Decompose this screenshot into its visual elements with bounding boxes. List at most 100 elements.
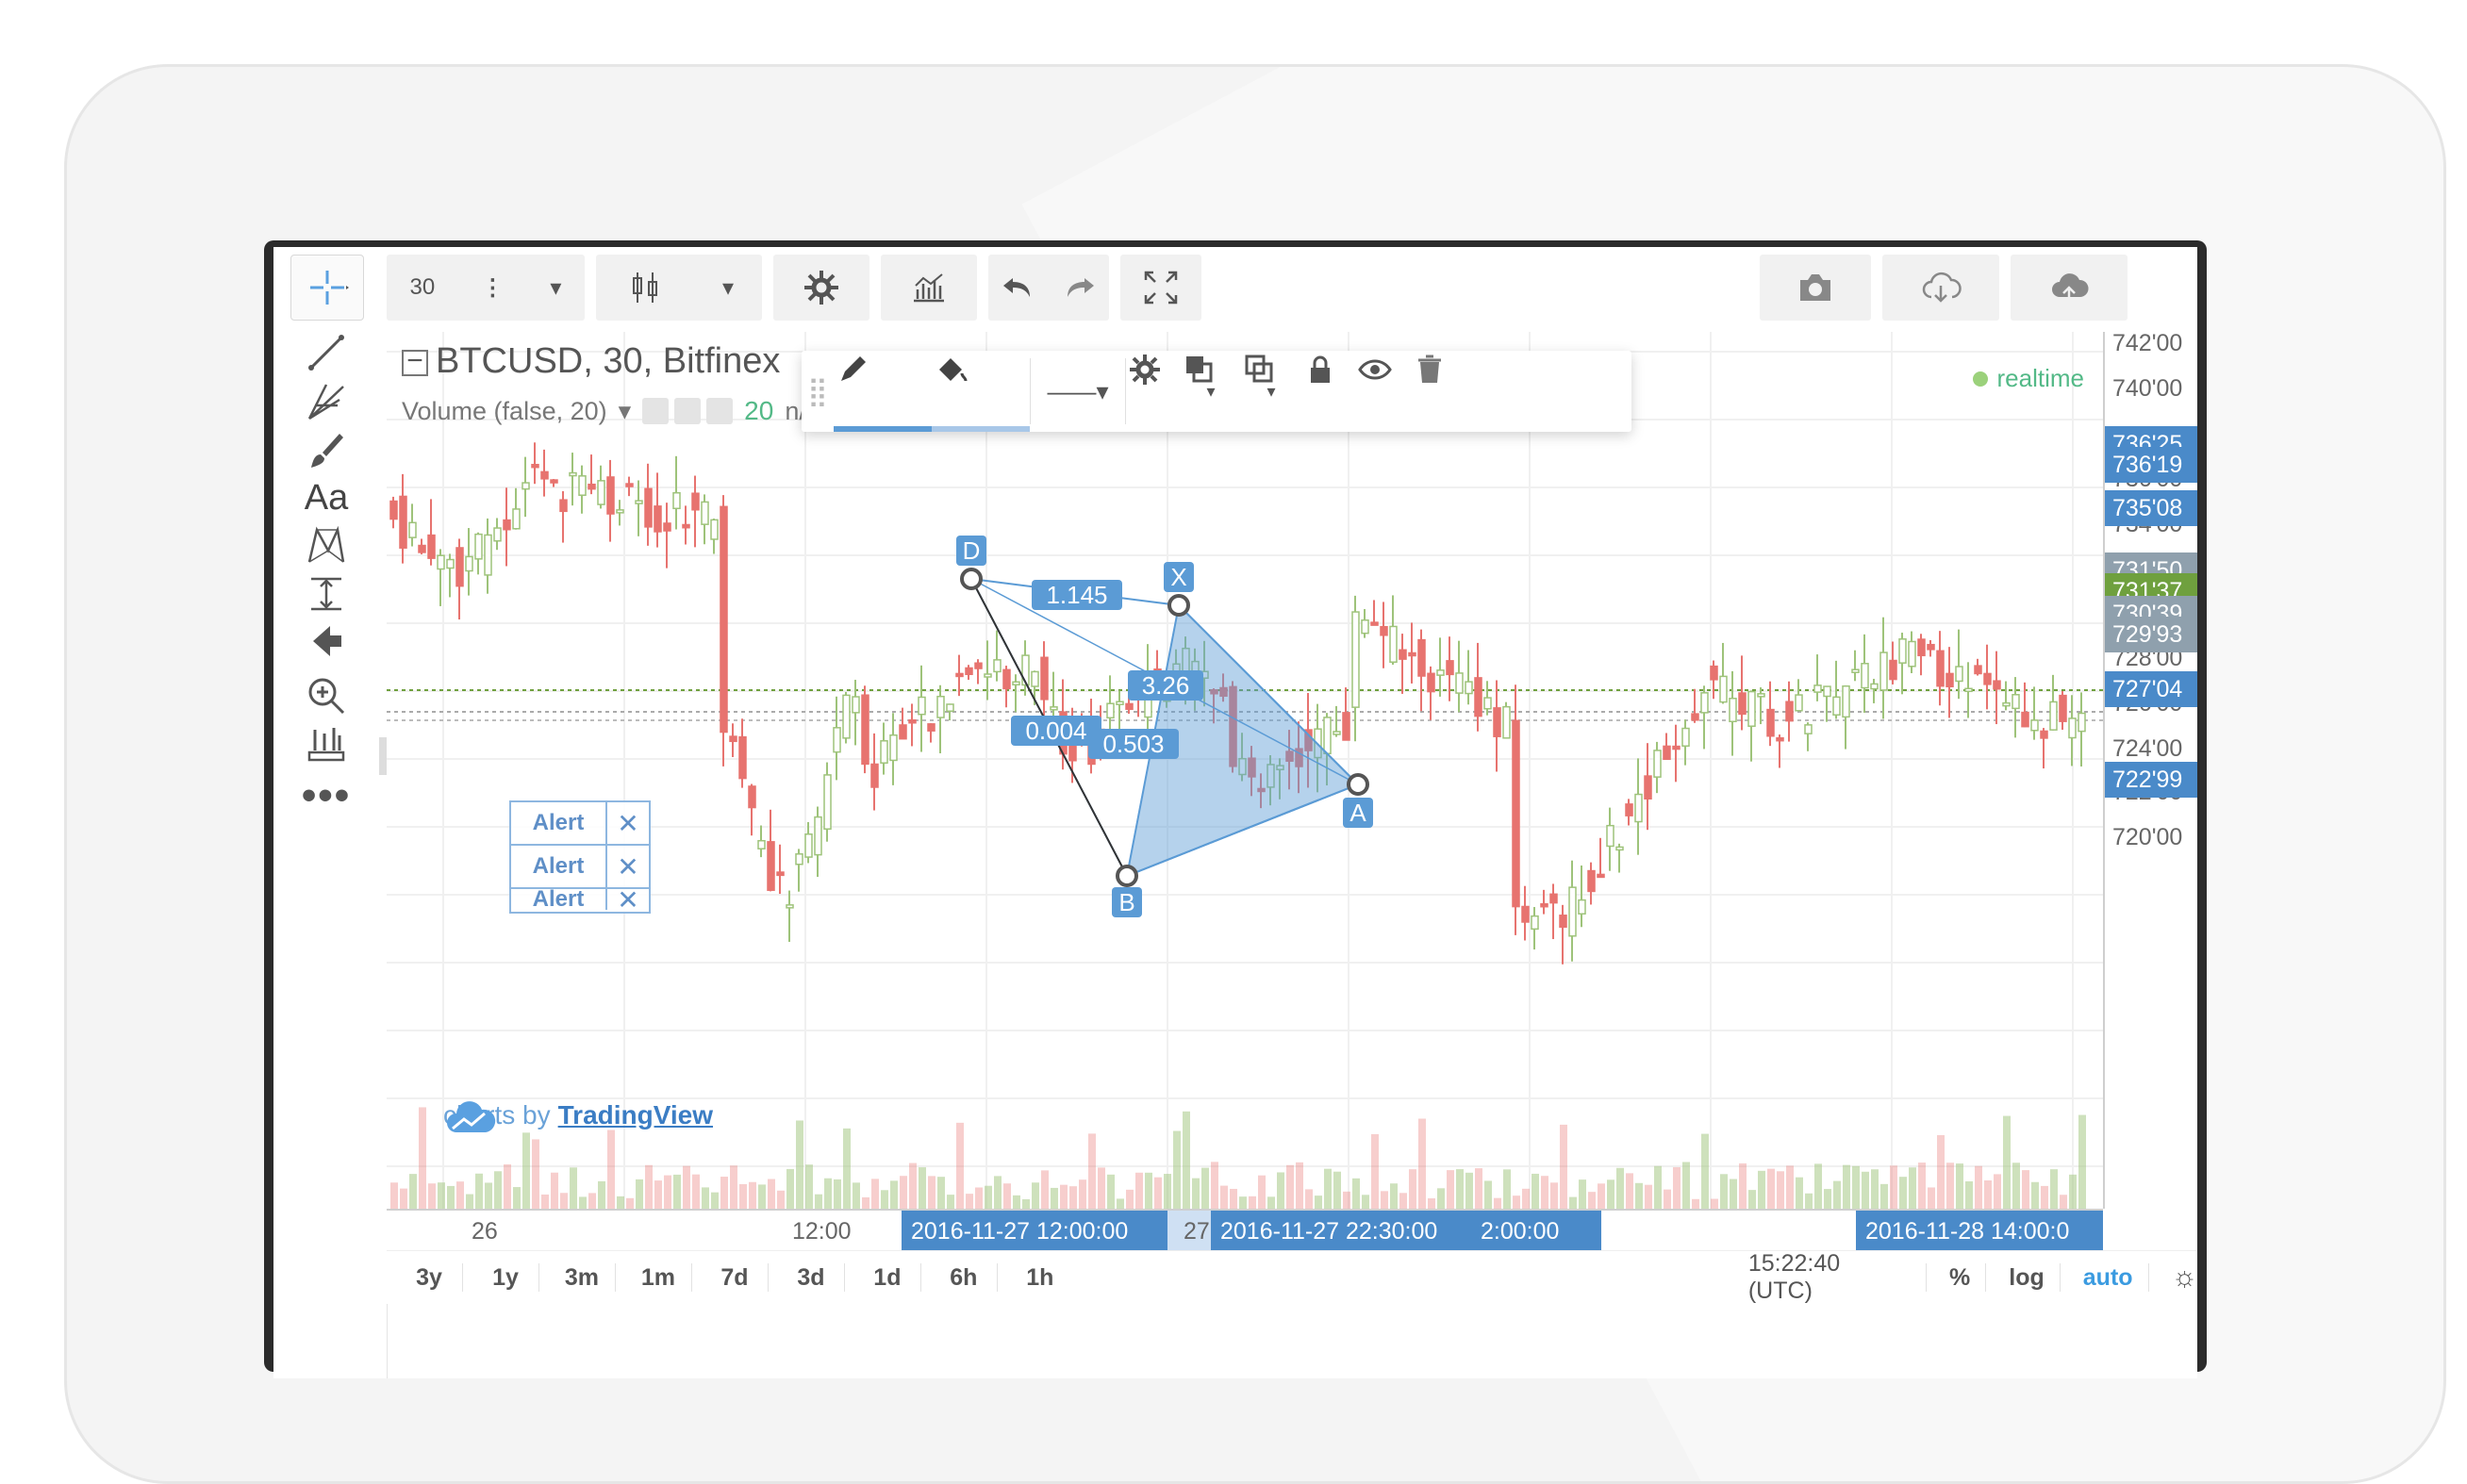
range-1h[interactable]: 1h bbox=[1026, 1263, 1054, 1291]
price-chart[interactable]: 1.145 3.26 0.004 0.503 D X A B bbox=[387, 332, 2103, 1209]
clone-button[interactable]: ▾ bbox=[1241, 351, 1301, 432]
symbol-legend[interactable]: − BTCUSD, 30, Bitfinex bbox=[402, 341, 780, 382]
drawing-settings-button[interactable] bbox=[1126, 351, 1181, 432]
trendline-tool[interactable] bbox=[290, 321, 362, 385]
measure-tool[interactable] bbox=[290, 562, 362, 626]
eye-icon[interactable] bbox=[642, 398, 670, 424]
volume-bar bbox=[1513, 1195, 1520, 1209]
range-1d[interactable]: 1d bbox=[873, 1263, 902, 1291]
candle-body bbox=[446, 558, 455, 569]
utc-clock[interactable]: 15:22:40 (UTC) bbox=[1747, 1250, 1841, 1304]
time-tick: 26 bbox=[472, 1218, 498, 1245]
chevron-down-icon: ▾ bbox=[1206, 381, 1216, 401]
pattern-tool[interactable] bbox=[290, 513, 362, 577]
candle-body bbox=[474, 533, 483, 560]
volume-bar bbox=[598, 1180, 605, 1209]
log-toggle[interactable]: log bbox=[2009, 1263, 2045, 1291]
redo-icon[interactable] bbox=[1058, 267, 1100, 308]
volume-bar bbox=[1616, 1167, 1624, 1209]
close-icon[interactable] bbox=[706, 398, 734, 424]
candle-body bbox=[1210, 689, 1218, 695]
volume-bar bbox=[966, 1194, 973, 1209]
gann-fib-tool[interactable] bbox=[290, 370, 362, 434]
auto-toggle[interactable]: auto bbox=[2082, 1263, 2133, 1291]
candle-body bbox=[1738, 692, 1747, 716]
volume-bar bbox=[607, 1129, 615, 1209]
volume-bar bbox=[1079, 1179, 1086, 1209]
volume-bar bbox=[400, 1188, 407, 1209]
range-6h[interactable]: 6h bbox=[950, 1263, 978, 1291]
volume-bar bbox=[1890, 1165, 1897, 1209]
volume-bar bbox=[1088, 1133, 1096, 1209]
gear-icon[interactable]: ☼ bbox=[2171, 1261, 2197, 1293]
range-3m[interactable]: 3m bbox=[564, 1263, 600, 1291]
ratio-label-dx: 1.145 bbox=[1032, 580, 1122, 610]
candle-body bbox=[1625, 803, 1633, 816]
lock-button[interactable] bbox=[1301, 351, 1356, 432]
save-chart-button[interactable] bbox=[2011, 255, 2128, 321]
candle-body bbox=[1672, 745, 1681, 750]
icon-tool[interactable] bbox=[290, 609, 362, 673]
brush-tool[interactable] bbox=[290, 419, 362, 483]
volume-bar bbox=[1249, 1195, 1256, 1209]
divider bbox=[767, 1263, 769, 1292]
close-icon[interactable]: ✕ bbox=[617, 808, 639, 838]
indicators-button[interactable] bbox=[881, 255, 977, 321]
visual-order-button[interactable]: ▾ bbox=[1181, 351, 1241, 432]
candle-body bbox=[1417, 638, 1426, 677]
alert-row[interactable]: Alert ✕ bbox=[511, 889, 649, 910]
volume-bar bbox=[777, 1190, 785, 1209]
volume-bar bbox=[994, 1176, 1002, 1209]
range-1y[interactable]: 1y bbox=[492, 1263, 519, 1291]
price-axis[interactable]: 742'00 740'00 736'00 734'00 728'00 726'0… bbox=[2103, 330, 2197, 1209]
time-axis[interactable]: 26 12:00 27 2016-11-27 12:00:00 2016-11-… bbox=[387, 1209, 2103, 1252]
toolbar-collapse-handle[interactable] bbox=[379, 737, 389, 775]
interval-select[interactable]: 30 ⋮ ▾ bbox=[387, 255, 585, 321]
hide-button[interactable] bbox=[1356, 351, 1411, 432]
collapse-legend-icon[interactable]: − bbox=[402, 346, 428, 376]
delete-button[interactable] bbox=[1411, 351, 1465, 432]
range-3d[interactable]: 3d bbox=[797, 1263, 825, 1291]
crosshair-tool[interactable] bbox=[290, 255, 364, 321]
range-7d[interactable]: 7d bbox=[720, 1263, 749, 1291]
line-style-button[interactable]: ——▾ bbox=[1031, 351, 1125, 432]
snapshot-button[interactable] bbox=[1760, 255, 1871, 321]
volume-bar bbox=[985, 1185, 992, 1209]
candle-body bbox=[559, 499, 568, 513]
settings-button[interactable] bbox=[773, 255, 869, 321]
close-icon[interactable]: ✕ bbox=[617, 889, 639, 910]
text-tool[interactable]: Aa bbox=[290, 466, 362, 530]
volume-bar bbox=[1928, 1187, 1935, 1209]
line-color-button[interactable] bbox=[834, 351, 932, 432]
fullscreen-button[interactable] bbox=[1120, 255, 1201, 321]
chart-style-select[interactable]: ▾ bbox=[596, 255, 762, 321]
close-icon[interactable]: ✕ bbox=[617, 851, 639, 882]
candle-body bbox=[578, 475, 587, 496]
alert-row[interactable]: Alert ✕ bbox=[511, 846, 649, 889]
drag-handle-icon[interactable]: ⣿ bbox=[807, 375, 828, 407]
volume-bar bbox=[1852, 1165, 1860, 1209]
volume-bar bbox=[2022, 1170, 2029, 1209]
gear-icon[interactable] bbox=[674, 398, 702, 424]
zoom-tool[interactable] bbox=[290, 664, 362, 728]
volume-legend[interactable]: Volume (false, 20) ▾ 20 n/a bbox=[402, 396, 820, 426]
candle-body bbox=[1512, 719, 1520, 908]
undo-icon[interactable] bbox=[998, 267, 1039, 308]
fill-color-button[interactable] bbox=[932, 351, 1030, 432]
candle-body bbox=[1333, 731, 1341, 735]
chart-pane[interactable]: 1.145 3.26 0.004 0.503 D X A B − BTCUSD, 30, Bit… bbox=[387, 332, 2103, 1209]
magnet-tool[interactable] bbox=[290, 713, 362, 777]
alert-row[interactable]: Alert ✕ bbox=[511, 802, 649, 846]
candle-body bbox=[503, 519, 511, 531]
range-3y[interactable]: 3y bbox=[416, 1263, 442, 1291]
percent-toggle[interactable]: % bbox=[1949, 1263, 1971, 1291]
candle-body bbox=[1757, 693, 1765, 698]
tradingview-watermark[interactable]: charts by TradingView bbox=[443, 1100, 713, 1132]
candle-body bbox=[1729, 698, 1737, 723]
load-chart-button[interactable] bbox=[1882, 255, 1999, 321]
more-tools[interactable]: ••• bbox=[290, 764, 362, 828]
candle-body bbox=[880, 740, 888, 764]
chevron-down-icon[interactable]: ▾ bbox=[618, 396, 632, 425]
range-1m[interactable]: 1m bbox=[640, 1263, 676, 1291]
drawing-properties-toolbar: ⣿ ——▾ ▾ ▾ bbox=[802, 351, 1631, 432]
